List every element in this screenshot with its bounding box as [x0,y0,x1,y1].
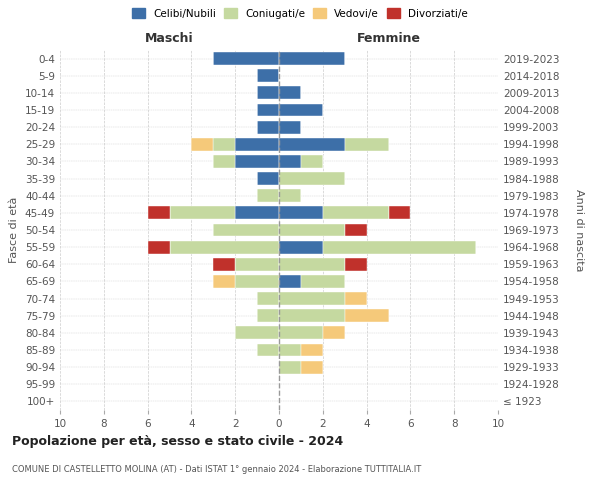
Bar [235,326,279,340]
Bar [214,224,279,236]
Bar [214,138,235,150]
Bar [148,206,169,220]
Bar [279,155,301,168]
Bar [279,326,323,340]
Bar [257,104,279,117]
Bar [257,172,279,185]
Bar [257,190,279,202]
Bar [279,52,345,65]
Bar [214,155,235,168]
Bar [323,326,345,340]
Bar [323,240,476,254]
Bar [257,310,279,322]
Bar [257,120,279,134]
Bar [235,138,279,150]
Bar [279,240,323,254]
Bar [345,292,367,305]
Legend: Celibi/Nubili, Coniugati/e, Vedovi/e, Divorziati/e: Celibi/Nubili, Coniugati/e, Vedovi/e, Di… [129,5,471,21]
Bar [279,206,323,220]
Bar [214,52,279,65]
Bar [235,258,279,270]
Bar [279,360,301,374]
Bar [279,224,345,236]
Bar [235,275,279,288]
Bar [301,344,323,356]
Bar [279,172,345,185]
Bar [279,104,323,117]
Bar [301,360,323,374]
Text: Popolazione per età, sesso e stato civile - 2024: Popolazione per età, sesso e stato civil… [12,435,343,448]
Bar [169,240,279,254]
Text: COMUNE DI CASTELLETTO MOLINA (AT) - Dati ISTAT 1° gennaio 2024 - Elaborazione TU: COMUNE DI CASTELLETTO MOLINA (AT) - Dati… [12,465,421,474]
Bar [279,190,301,202]
Bar [389,206,410,220]
Bar [301,275,344,288]
Bar [279,86,301,100]
Bar [257,86,279,100]
Bar [148,240,169,254]
Bar [345,310,389,322]
Bar [214,275,235,288]
Bar [214,258,235,270]
Text: Femmine: Femmine [356,32,421,45]
Bar [345,224,367,236]
Bar [257,292,279,305]
Bar [279,120,301,134]
Bar [279,138,345,150]
Bar [345,258,367,270]
Bar [257,344,279,356]
Y-axis label: Anni di nascita: Anni di nascita [574,188,584,271]
Text: Maschi: Maschi [145,32,194,45]
Bar [279,258,345,270]
Bar [235,206,279,220]
Bar [345,138,389,150]
Bar [279,344,301,356]
Y-axis label: Fasce di età: Fasce di età [10,197,19,263]
Bar [169,206,235,220]
Bar [301,155,323,168]
Bar [257,70,279,82]
Bar [279,292,345,305]
Bar [279,310,345,322]
Bar [191,138,214,150]
Bar [279,275,301,288]
Bar [235,155,279,168]
Bar [323,206,389,220]
